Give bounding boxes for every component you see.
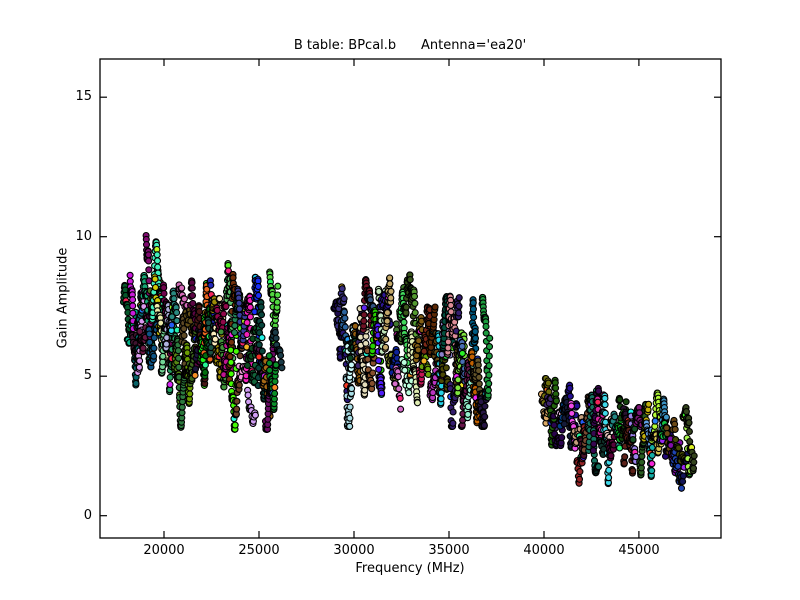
scatter-points xyxy=(119,231,698,492)
y-tick-label: 10 xyxy=(75,229,92,244)
band-Ka-29-37GHz-points xyxy=(330,271,494,430)
x-tick-label: 30000 xyxy=(333,543,375,558)
y-tick-label: 0 xyxy=(83,508,92,523)
axis-ticks xyxy=(100,59,721,538)
x-tick-label: 35000 xyxy=(428,543,470,558)
x-tick-label: 45000 xyxy=(618,543,660,558)
y-tick-label: 5 xyxy=(83,368,92,383)
x-tick-label: 40000 xyxy=(523,543,565,558)
x-tick-label: 20000 xyxy=(143,543,185,558)
band-Q-40-48GHz-points xyxy=(537,374,698,492)
x-tick-label: 25000 xyxy=(238,543,280,558)
chart-title: B table: BPcal.b Antenna='ea20' xyxy=(293,38,527,53)
y-tick-label: 15 xyxy=(75,89,92,104)
band-K-18-26GHz-points xyxy=(119,231,286,433)
x-axis-label: Frequency (MHz) xyxy=(355,561,465,576)
y-axis-label: Gain Amplitude xyxy=(55,247,71,349)
plot-frame xyxy=(99,58,722,539)
